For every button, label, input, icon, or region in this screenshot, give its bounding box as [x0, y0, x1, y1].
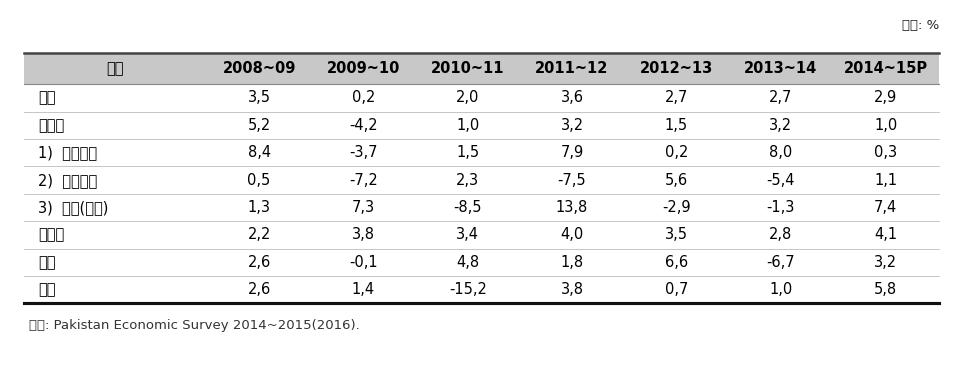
Text: 2013~14: 2013~14: [744, 61, 817, 76]
Bar: [24, 53, 939, 84]
Text: 2,9: 2,9: [875, 90, 898, 106]
Text: -7,5: -7,5: [558, 173, 587, 188]
Text: 2)  기타작물: 2) 기타작물: [38, 173, 98, 188]
Text: 2,2: 2,2: [248, 227, 271, 242]
Text: -1,3: -1,3: [766, 200, 795, 215]
Text: 어업: 어업: [38, 282, 56, 297]
Text: 부문: 부문: [107, 61, 124, 76]
Text: 0,2: 0,2: [664, 145, 688, 160]
Text: 2010~11: 2010~11: [431, 61, 504, 76]
Text: -4,2: -4,2: [349, 118, 377, 133]
Text: 2,0: 2,0: [456, 90, 479, 106]
Text: 4,1: 4,1: [875, 227, 898, 242]
Text: 13,8: 13,8: [556, 200, 588, 215]
Text: 1,4: 1,4: [352, 282, 375, 297]
Text: 3,2: 3,2: [769, 118, 792, 133]
Text: 임업: 임업: [38, 255, 56, 270]
Text: 7,9: 7,9: [561, 145, 584, 160]
Text: 2,8: 2,8: [769, 227, 792, 242]
Text: 1)  주요작물: 1) 주요작물: [38, 145, 98, 160]
Text: 5,8: 5,8: [875, 282, 898, 297]
Text: -8,5: -8,5: [453, 200, 482, 215]
Text: 0,5: 0,5: [248, 173, 271, 188]
Text: 6,6: 6,6: [664, 255, 688, 270]
Text: 자료: Pakistan Economic Survey 2014~2015(2016).: 자료: Pakistan Economic Survey 2014~2015(2…: [29, 319, 360, 331]
Text: 3,5: 3,5: [248, 90, 271, 106]
Text: -6,7: -6,7: [766, 255, 795, 270]
Text: 2,7: 2,7: [769, 90, 792, 106]
Text: 3,2: 3,2: [561, 118, 584, 133]
Text: -2,9: -2,9: [662, 200, 690, 215]
Text: 0,3: 0,3: [875, 145, 898, 160]
Text: 3,8: 3,8: [352, 227, 375, 242]
Text: 7,3: 7,3: [352, 200, 375, 215]
Text: -0,1: -0,1: [349, 255, 377, 270]
Text: 1,8: 1,8: [561, 255, 584, 270]
Text: 1,1: 1,1: [875, 173, 898, 188]
Text: 축산업: 축산업: [38, 227, 64, 242]
Text: 3,2: 3,2: [875, 255, 898, 270]
Text: 농업: 농업: [38, 90, 56, 106]
Text: 2008~09: 2008~09: [223, 61, 296, 76]
Text: 2,3: 2,3: [456, 173, 479, 188]
Text: 8,0: 8,0: [769, 145, 792, 160]
Text: 1,0: 1,0: [769, 282, 792, 297]
Text: 1,0: 1,0: [456, 118, 479, 133]
Text: 5,6: 5,6: [664, 173, 688, 188]
Text: 1,3: 1,3: [248, 200, 271, 215]
Text: 3,8: 3,8: [561, 282, 584, 297]
Text: 0,2: 0,2: [351, 90, 375, 106]
Text: 3,4: 3,4: [456, 227, 479, 242]
Text: 2014~15P: 2014~15P: [844, 61, 928, 76]
Text: 단위: %: 단위: %: [901, 19, 939, 32]
Text: -15,2: -15,2: [448, 282, 487, 297]
Text: 2012~13: 2012~13: [639, 61, 713, 76]
Text: 2011~12: 2011~12: [536, 61, 609, 76]
Text: 3)  조면(繰綵): 3) 조면(繰綵): [38, 200, 108, 215]
Text: 7,4: 7,4: [875, 200, 898, 215]
Text: 작물류: 작물류: [38, 118, 64, 133]
Text: 1,5: 1,5: [456, 145, 479, 160]
Text: 4,0: 4,0: [561, 227, 584, 242]
Text: 3,5: 3,5: [665, 227, 687, 242]
Text: 4,8: 4,8: [456, 255, 479, 270]
Text: 1,5: 1,5: [664, 118, 688, 133]
Text: -3,7: -3,7: [349, 145, 377, 160]
Text: 8,4: 8,4: [248, 145, 271, 160]
Text: 2,6: 2,6: [248, 255, 271, 270]
Text: 2,7: 2,7: [664, 90, 688, 106]
Text: -7,2: -7,2: [349, 173, 378, 188]
Text: 2009~10: 2009~10: [326, 61, 400, 76]
Text: 5,2: 5,2: [248, 118, 271, 133]
Text: 1,0: 1,0: [875, 118, 898, 133]
Text: 2,6: 2,6: [248, 282, 271, 297]
Text: 0,7: 0,7: [664, 282, 688, 297]
Text: -5,4: -5,4: [766, 173, 795, 188]
Text: 3,6: 3,6: [561, 90, 584, 106]
